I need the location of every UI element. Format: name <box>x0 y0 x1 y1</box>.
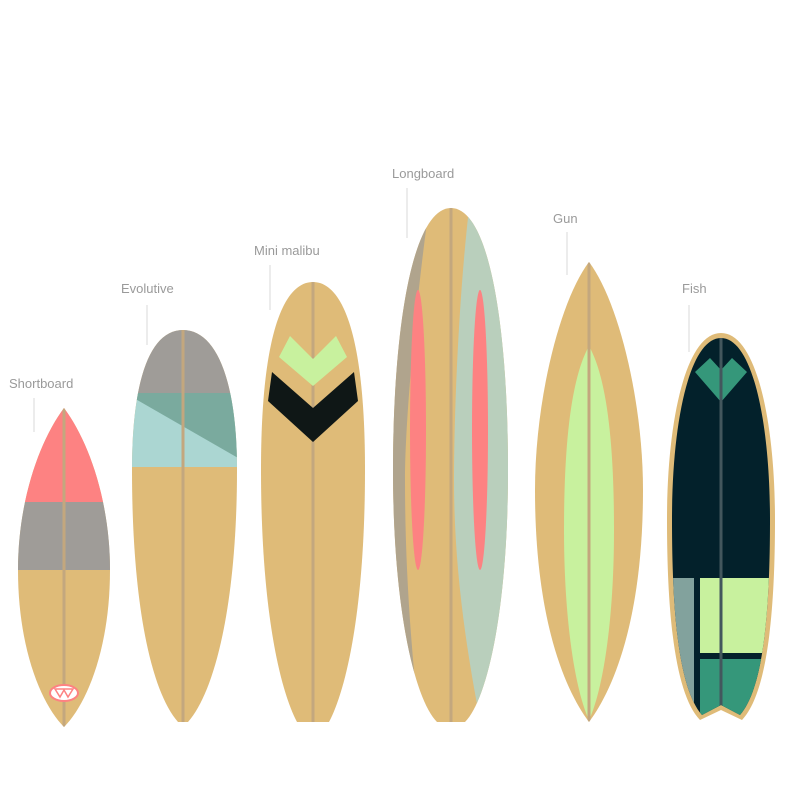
green-panel <box>700 659 770 715</box>
stringer <box>62 408 66 727</box>
label-fish: Fish <box>682 281 707 296</box>
board-fish: Fish <box>667 281 775 720</box>
black-chevron <box>268 372 358 442</box>
coral-stripe-left <box>410 290 426 570</box>
grey-nose-band <box>132 330 237 393</box>
board-mini-malibu: Mini malibu <box>254 243 365 722</box>
board-shortboard: Shortboard <box>9 376 110 727</box>
coral-stripe-right <box>472 290 488 570</box>
lime-panel <box>700 578 770 653</box>
board-gun: Gun <box>535 211 643 722</box>
logo-icon <box>49 684 79 702</box>
label-gun: Gun <box>553 211 578 226</box>
teal-triangle <box>132 393 237 462</box>
stringer <box>449 208 453 722</box>
board-evolutive: Evolutive <box>121 281 237 722</box>
label-evolutive: Evolutive <box>121 281 174 296</box>
stringer <box>719 338 723 715</box>
stringer <box>587 262 591 722</box>
board-longboard: Longboard <box>392 166 508 722</box>
stringer <box>311 282 315 722</box>
stringer <box>181 330 185 722</box>
board-body <box>261 282 365 722</box>
label-longboard: Longboard <box>392 166 454 181</box>
label-mini-malibu: Mini malibu <box>254 243 320 258</box>
label-shortboard: Shortboard <box>9 376 73 391</box>
lime-chevron <box>279 336 347 386</box>
